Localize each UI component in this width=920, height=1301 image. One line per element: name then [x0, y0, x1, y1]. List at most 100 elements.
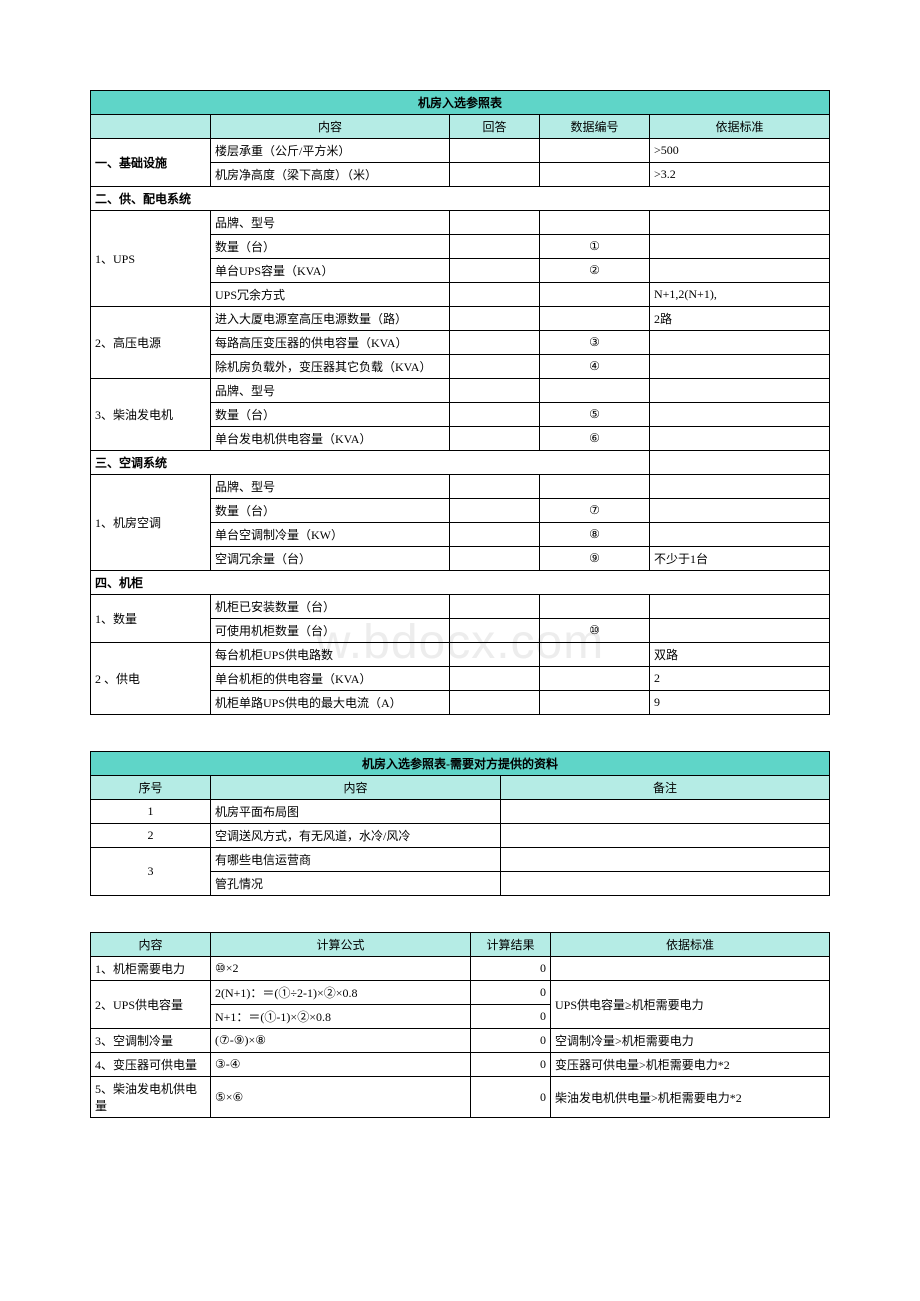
col-header-std: 依据标准	[649, 115, 829, 139]
cell-content: 3、空调制冷量	[91, 1029, 211, 1053]
cell-std	[649, 355, 829, 379]
cell-std: 不少于1台	[649, 547, 829, 571]
table-row: 4、变压器可供电量 ③-④ 0 变压器可供电量>机柜需要电力*2	[91, 1053, 830, 1077]
cell-id: ⑦	[539, 499, 649, 523]
group-power: 2 、供电	[91, 643, 211, 715]
cell-content: 品牌、型号	[211, 379, 450, 403]
table1-title: 机房入选参照表	[91, 91, 830, 115]
cell-result: 0	[471, 1053, 551, 1077]
cell-std	[649, 475, 829, 499]
cell-content: 数量（台）	[211, 235, 450, 259]
cell-seq: 3	[91, 848, 211, 896]
cell-content: 机房净高度（梁下高度）（米）	[211, 163, 450, 187]
cell-answer	[449, 235, 539, 259]
section2-label: 二、供、配电系统	[91, 187, 830, 211]
cell-result: 0	[471, 981, 551, 1005]
cell-id	[539, 643, 649, 667]
group-diesel: 3、柴油发电机	[91, 379, 211, 451]
cell-result: 0	[471, 1077, 551, 1118]
cell-std: 2路	[649, 307, 829, 331]
cell-std: UPS供电容量≥机柜需要电力	[551, 981, 830, 1029]
cell-std	[649, 427, 829, 451]
cell-std: 变压器可供电量>机柜需要电力*2	[551, 1053, 830, 1077]
cell-answer	[449, 499, 539, 523]
table-row: 3、柴油发电机 品牌、型号	[91, 379, 830, 403]
cell-content: 有哪些电信运营商	[211, 848, 501, 872]
col-header-empty	[91, 115, 211, 139]
cell-content: 单台UPS容量（KVA）	[211, 259, 450, 283]
cell-std	[649, 379, 829, 403]
col-std: 依据标准	[551, 933, 830, 957]
cell-std: 2	[649, 667, 829, 691]
cell-content: 空调送风方式，有无风道，水冷/风冷	[211, 824, 501, 848]
cell-answer	[449, 259, 539, 283]
cell-std	[649, 331, 829, 355]
cell-id	[539, 163, 649, 187]
cell-answer	[449, 403, 539, 427]
cell-content: 品牌、型号	[211, 475, 450, 499]
cell-content: 可使用机柜数量（台）	[211, 619, 450, 643]
table-reference: 机房入选参照表 内容 回答 数据编号 依据标准 一、基础设施 楼层承重（公斤/平…	[90, 90, 830, 715]
cell-formula: ⑩×2	[211, 957, 471, 981]
cell-content: 单台空调制冷量（KW）	[211, 523, 450, 547]
cell-formula: (⑦-⑨)×⑧	[211, 1029, 471, 1053]
cell-id	[539, 667, 649, 691]
cell-id: ⑧	[539, 523, 649, 547]
cell-content: 单台发电机供电容量（KVA）	[211, 427, 450, 451]
group-qty: 1、数量	[91, 595, 211, 643]
group-ups: 1、UPS	[91, 211, 211, 307]
cell-std	[649, 595, 829, 619]
cell-content: UPS冗余方式	[211, 283, 450, 307]
cell-std	[649, 403, 829, 427]
cell-result: 0	[471, 1029, 551, 1053]
cell-answer	[449, 475, 539, 499]
cell-answer	[449, 643, 539, 667]
cell-content: 4、变压器可供电量	[91, 1053, 211, 1077]
cell-std: 双路	[649, 643, 829, 667]
cell-id: ③	[539, 331, 649, 355]
table-row: 二、供、配电系统	[91, 187, 830, 211]
table1-header-row: 内容 回答 数据编号 依据标准	[91, 115, 830, 139]
col-content: 内容	[91, 933, 211, 957]
cell-content: 数量（台）	[211, 403, 450, 427]
cell-content: 品牌、型号	[211, 211, 450, 235]
cell-result: 0	[471, 957, 551, 981]
cell-answer	[449, 283, 539, 307]
cell-content: 每台机柜UPS供电路数	[211, 643, 450, 667]
table-row: 1、机房空调 品牌、型号	[91, 475, 830, 499]
cell-formula: ⑤×⑥	[211, 1077, 471, 1118]
col-header-answer: 回答	[449, 115, 539, 139]
table3-header-row: 内容 计算公式 计算结果 依据标准	[91, 933, 830, 957]
table-row: 一、基础设施 楼层承重（公斤/平方米） >500	[91, 139, 830, 163]
group-ac: 1、机房空调	[91, 475, 211, 571]
cell-std	[649, 499, 829, 523]
cell-content: 1、机柜需要电力	[91, 957, 211, 981]
table-row: 1、数量 机柜已安装数量（台）	[91, 595, 830, 619]
cell-answer	[449, 667, 539, 691]
cell-id	[539, 379, 649, 403]
cell-content: 机房平面布局图	[211, 800, 501, 824]
cell-answer	[449, 355, 539, 379]
cell-std: 空调制冷量>机柜需要电力	[551, 1029, 830, 1053]
cell-answer	[449, 307, 539, 331]
cell-std	[649, 619, 829, 643]
cell-content: 5、柴油发电机供电量	[91, 1077, 211, 1118]
cell-id	[539, 595, 649, 619]
cell-std: 柴油发电机供电量>机柜需要电力*2	[551, 1077, 830, 1118]
cell-std	[649, 235, 829, 259]
cell-formula: 2(N+1)：＝(①÷2-1)×②×0.8	[211, 981, 471, 1005]
col-seq: 序号	[91, 776, 211, 800]
col-header-content: 内容	[211, 115, 450, 139]
cell-answer	[449, 163, 539, 187]
table2-header-row: 序号 内容 备注	[91, 776, 830, 800]
cell-id: ⑩	[539, 619, 649, 643]
col-remark: 备注	[501, 776, 830, 800]
table2-title-row: 机房入选参照表-需要对方提供的资料	[91, 752, 830, 776]
cell-answer	[449, 331, 539, 355]
section1-label: 一、基础设施	[91, 139, 211, 187]
table-row: 3 有哪些电信运营商	[91, 848, 830, 872]
section3-label: 三、空调系统	[91, 451, 650, 475]
cell-seq: 2	[91, 824, 211, 848]
cell-id	[539, 283, 649, 307]
cell-remark	[501, 824, 830, 848]
